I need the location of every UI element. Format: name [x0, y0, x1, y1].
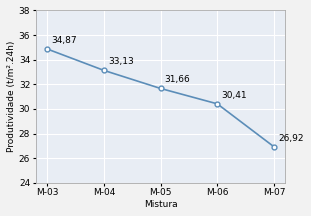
Text: 34,87: 34,87 [51, 36, 77, 45]
Text: 33,13: 33,13 [108, 57, 134, 66]
Text: 30,41: 30,41 [221, 91, 247, 100]
Y-axis label: Produtividade (t/m².24h): Produtividade (t/m².24h) [7, 41, 16, 152]
Text: 26,92: 26,92 [278, 134, 304, 143]
X-axis label: Mistura: Mistura [144, 200, 177, 209]
Text: 31,66: 31,66 [165, 75, 190, 84]
